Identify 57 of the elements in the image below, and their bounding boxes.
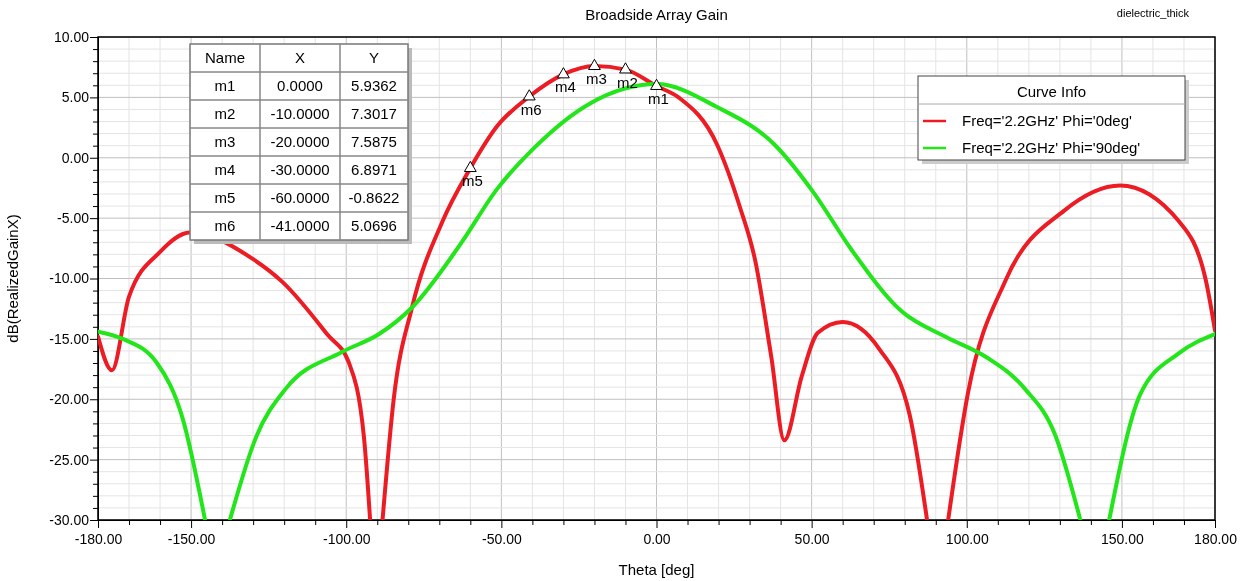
point bbox=[588, 58, 601, 71]
y-tick-label: -25.00 bbox=[49, 451, 90, 468]
point bbox=[650, 78, 663, 90]
y-tick-label: -30.00 bbox=[49, 511, 90, 528]
annotation: -30.0000 bbox=[270, 161, 330, 178]
y-tick-label: -10.00 bbox=[49, 270, 90, 287]
annotation: -10.0000 bbox=[270, 105, 330, 122]
y-tick-label: 0.00 bbox=[61, 149, 90, 166]
chart-title: Broadside Array Gain bbox=[585, 6, 728, 23]
y-axis-title: dB(RealizedGainX) bbox=[4, 214, 21, 343]
annotation: m6 bbox=[214, 217, 236, 234]
annotation: -60.0000 bbox=[270, 189, 330, 206]
x-tick-label: 180.00 bbox=[1194, 531, 1238, 548]
annotation: m3 bbox=[214, 133, 236, 150]
annotation: m2 bbox=[214, 105, 236, 122]
x-tick-label: -150.00 bbox=[167, 531, 216, 548]
x-tick-label: 100.00 bbox=[945, 531, 989, 548]
annotation: 0.0000 bbox=[277, 77, 323, 94]
y-tick-label: -5.00 bbox=[57, 210, 90, 227]
point bbox=[557, 67, 570, 79]
point bbox=[522, 89, 536, 101]
x-tick-label: -180.00 bbox=[74, 531, 123, 548]
legend-label: Freq='2.2GHz' Phi='0deg' bbox=[962, 112, 1133, 129]
annotation: 7.5875 bbox=[351, 133, 397, 150]
annotation: Name bbox=[204, 49, 246, 66]
x-tick-label: -50.00 bbox=[482, 531, 522, 548]
annotation: m4 bbox=[554, 78, 576, 96]
annotation: m1 bbox=[214, 77, 236, 94]
annotation: 6.8971 bbox=[351, 161, 397, 178]
annotation: 7.3017 bbox=[351, 105, 397, 122]
annotation: -0.8622 bbox=[348, 189, 400, 206]
point bbox=[619, 62, 632, 74]
legend-label: Freq='2.2GHz' Phi='90deg' bbox=[962, 139, 1141, 156]
annotation: 5.9362 bbox=[351, 77, 397, 94]
x-tick-label: -100.00 bbox=[322, 531, 371, 548]
annotation: m6 bbox=[520, 100, 542, 118]
annotation: -20.0000 bbox=[270, 133, 330, 150]
x-axis-title: Theta [deg] bbox=[618, 561, 695, 578]
y-tick-label: -15.00 bbox=[49, 330, 90, 347]
point bbox=[463, 160, 477, 173]
annotation: m5 bbox=[461, 172, 483, 190]
annotation: 5.0696 bbox=[351, 217, 397, 234]
y-tick-label: 5.00 bbox=[61, 89, 90, 106]
annotation: m3 bbox=[586, 70, 607, 88]
annotation: m4 bbox=[214, 161, 236, 178]
annotation: X bbox=[294, 49, 306, 66]
x-tick-label: 150.00 bbox=[1101, 531, 1145, 548]
annotation: m5 bbox=[214, 189, 236, 206]
legend-title: Curve Info bbox=[1016, 83, 1087, 100]
x-tick-label: 50.00 bbox=[794, 531, 830, 548]
annotation: Y bbox=[368, 49, 380, 66]
annotation: -41.0000 bbox=[270, 217, 330, 234]
text: dielectric_thick bbox=[1116, 7, 1190, 19]
annotation: m1 bbox=[648, 90, 669, 108]
x-tick-label: 0.00 bbox=[643, 531, 671, 548]
y-tick-label: 10.00 bbox=[53, 28, 90, 45]
y-tick-label: -20.00 bbox=[49, 391, 90, 408]
